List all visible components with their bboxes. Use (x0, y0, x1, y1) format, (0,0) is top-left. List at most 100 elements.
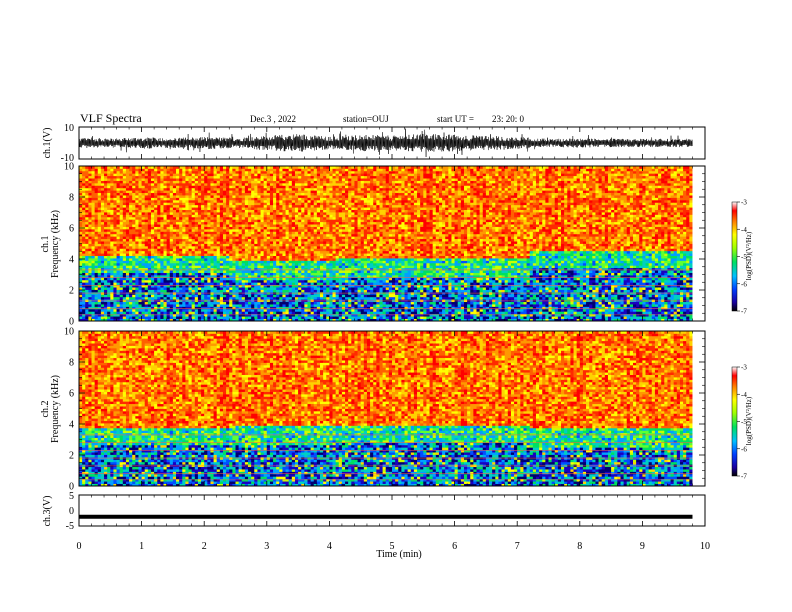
spectrogram-cell (235, 226, 240, 230)
spectrogram-cell (263, 243, 268, 247)
spectrogram-cell (276, 231, 280, 235)
spectrogram-cell (166, 202, 171, 206)
spectrogram-cell (176, 228, 180, 232)
spectrogram-cell (316, 241, 321, 244)
spectrogram-cell (279, 277, 283, 281)
spectrogram-cell (251, 231, 255, 235)
spectrogram-cell (307, 306, 312, 310)
spectrogram-cell (254, 180, 258, 184)
spectrogram-cell (144, 209, 149, 213)
spectrogram-cell (269, 185, 274, 189)
spectrogram-cell (129, 270, 133, 273)
spectrogram-cell (235, 207, 240, 210)
spectrogram-cell (232, 248, 236, 252)
spectrogram-cell (147, 289, 152, 293)
spectrogram-cell (320, 274, 324, 278)
spectrogram-cell (157, 209, 161, 213)
spectrogram-cell (116, 214, 121, 218)
spectrogram-cell (88, 238, 92, 242)
spectrogram-cell (85, 204, 89, 208)
spectrogram-cell (138, 214, 142, 218)
spectrogram-cell (263, 262, 268, 266)
spectrogram-cell (210, 272, 214, 276)
spectrogram-cell (282, 219, 286, 223)
spectrogram-cell (207, 185, 211, 189)
spectrogram-cell (257, 296, 261, 300)
spectrogram-cell (191, 241, 196, 244)
spectrogram-cell (219, 289, 224, 293)
spectrogram-cell (132, 241, 136, 244)
spectrogram-cell (310, 233, 315, 237)
spectrogram-cell (291, 190, 296, 194)
spectrogram-cell (138, 238, 142, 242)
spectrogram-cell (216, 260, 221, 264)
spectrogram-cell (266, 180, 271, 184)
spectrogram-cell (107, 195, 111, 198)
spectrogram-cell (304, 168, 308, 172)
spectrogram-cell (122, 267, 127, 271)
spectrogram-cell (316, 245, 321, 249)
spectrogram-cell (307, 274, 312, 278)
spectrogram-cell (320, 209, 324, 213)
spectrogram-cell (172, 250, 177, 254)
spectrogram-cell (254, 182, 258, 186)
spectrogram-cell (94, 277, 99, 281)
spectrogram-cell (85, 190, 89, 194)
spectrogram-cell (157, 204, 161, 208)
spectrogram-cell (222, 253, 227, 257)
spectrogram-cell (222, 178, 227, 181)
spectrogram-cell (232, 233, 236, 237)
spectrogram-cell (307, 250, 312, 254)
spectrogram-cell (104, 262, 108, 266)
spectrogram-cell (138, 216, 142, 220)
spectrogram-cell (254, 236, 258, 240)
spectrogram-cell (122, 301, 127, 305)
spectrogram-cell (213, 304, 218, 307)
spectrogram-cell (104, 301, 108, 305)
spectrogram-cell (273, 270, 277, 273)
spectrogram-cell (313, 243, 318, 247)
spectrogram-cell (201, 279, 205, 283)
spectrogram-cell (113, 233, 117, 237)
spectrogram-cell (191, 231, 196, 235)
spectrogram-cell (298, 224, 302, 227)
spectrogram-cell (197, 260, 202, 264)
spectrogram-cell (88, 306, 92, 310)
spectrogram-cell (154, 187, 158, 191)
spectrogram-cell (269, 250, 274, 254)
spectrogram-cell (113, 221, 117, 225)
spectrogram-cell (260, 192, 265, 196)
spectrogram-cell (288, 178, 293, 181)
spectrogram-cell (294, 216, 299, 220)
spectrogram-cell (313, 253, 318, 257)
spectrogram-cell (94, 255, 99, 259)
spectrogram-cell (147, 175, 152, 179)
spectrogram-cell (201, 262, 205, 266)
spectrogram-cell (182, 287, 186, 290)
spectrogram-cell (116, 209, 121, 213)
spectrogram-cell (110, 241, 114, 244)
spectrogram-cell (147, 166, 152, 169)
spectrogram-cell (241, 199, 246, 203)
spectrogram-cell (179, 221, 183, 225)
spectrogram-cell (310, 245, 315, 249)
spectrogram-cell (100, 192, 105, 196)
spectrogram-cell (304, 282, 308, 286)
spectrogram-cell (85, 233, 89, 237)
spectrogram-cell (254, 301, 258, 305)
spectrogram-cell (226, 214, 230, 218)
spectrogram-cell (301, 311, 305, 315)
spectrogram-cell (110, 216, 114, 220)
spectrogram-cell (307, 304, 312, 307)
spectrogram-cell (176, 202, 180, 206)
spectrogram-cell (263, 274, 268, 278)
spectrogram-cell (316, 166, 321, 169)
spectrogram-cell (248, 185, 252, 189)
spectrogram-cell (276, 166, 280, 169)
spectrogram-cell (276, 228, 280, 232)
spectrogram-cell (235, 304, 240, 307)
spectrogram-cell (307, 258, 312, 261)
spectrogram-cell (257, 308, 261, 312)
spectrogram-cell (288, 209, 293, 213)
spectrogram-cell (147, 209, 152, 213)
